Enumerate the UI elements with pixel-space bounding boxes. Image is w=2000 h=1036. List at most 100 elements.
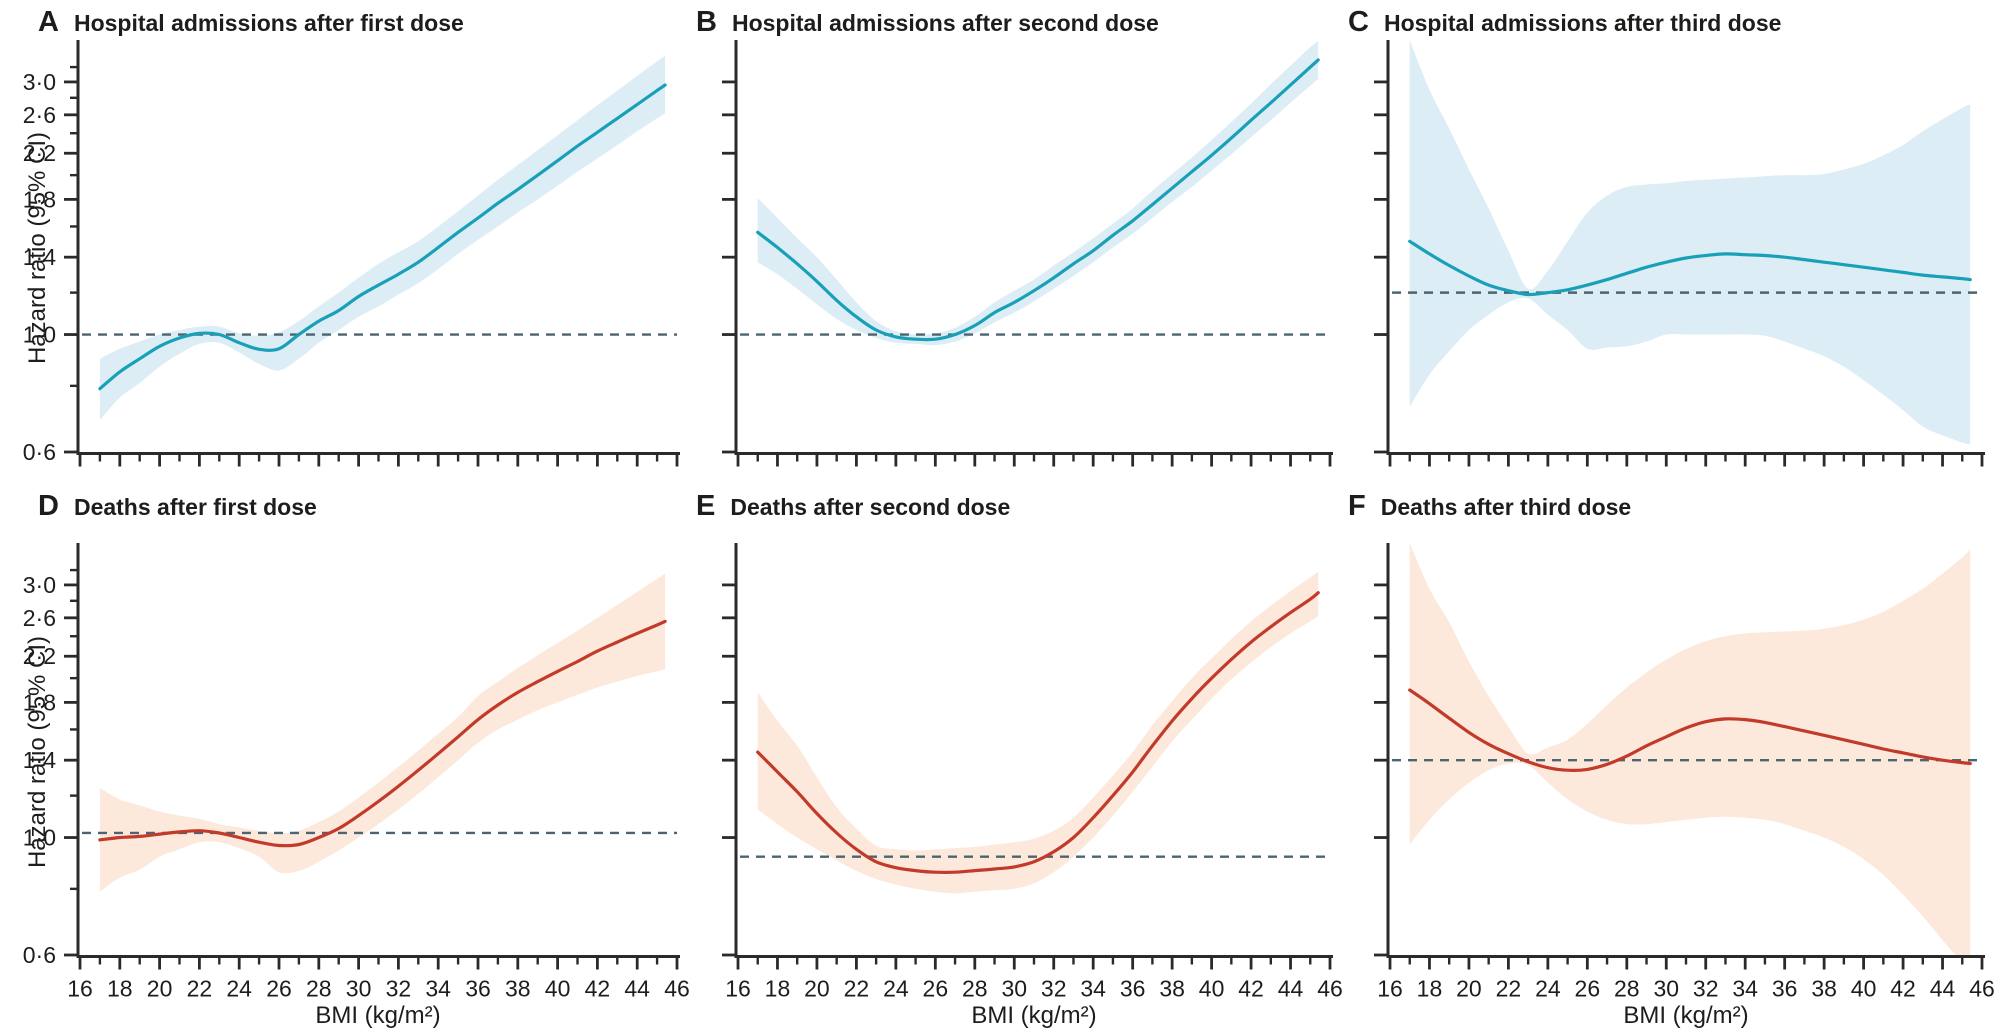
x-tick-label: 24 [226,976,252,1002]
x-tick-label: 18 [1417,976,1443,1002]
x-tick-label: 28 [306,976,332,1002]
y-tick-label: 1·4 [23,747,56,773]
y-tick-label: 1·0 [23,322,56,348]
x-tick-label: 38 [1811,976,1837,1002]
x-tick-label: 46 [664,976,690,1002]
y-tick-label: 0·6 [23,439,56,465]
ci-band [99,55,666,420]
x-tick-label: 16 [725,976,751,1002]
ci-band [1409,40,1971,445]
x-tick-label: 46 [1317,976,1343,1002]
x-tick-label: 24 [1535,976,1561,1002]
x-tick-label: 22 [844,976,870,1002]
y-tick-label: 2·2 [23,643,56,669]
x-tick-label: 44 [624,976,650,1002]
y-tick-label: 2·6 [23,605,56,631]
panel-f-letter: F [1348,490,1366,522]
x-tick-label: 46 [1969,976,1995,1002]
x-tick-label: 32 [1041,976,1067,1002]
y-tick-label: 1·0 [23,825,56,851]
x-tick-label: 40 [1199,976,1225,1002]
x-tick-label: 36 [465,976,491,1002]
y-tick-label: 1·4 [23,244,56,270]
x-tick-label: 34 [1080,976,1106,1002]
x-axis-title-col-1: BMI (kg/m²) [315,1002,441,1029]
y-tick-label: 2·2 [23,140,56,166]
panel-f-title: F Deaths after third dose [1348,490,1631,523]
x-tick-label: 42 [1238,976,1264,1002]
hazard-ratio-curve [756,58,1320,342]
y-axis-title-top-row: Hazard ratio (95% CI) [24,131,51,365]
x-tick-label: 36 [1120,976,1146,1002]
x-tick-label: 36 [1772,976,1798,1002]
x-tick-label: 30 [1653,976,1679,1002]
panel-b-title: B Hospital admissions after second dose [696,6,1159,39]
panel-c-letter: C [1348,6,1369,38]
panel-a-letter: A [38,6,59,38]
ci-band [99,573,666,892]
x-tick-label: 16 [67,976,93,1002]
x-tick-label: 44 [1930,976,1956,1002]
x-tick-label: 32 [1693,976,1719,1002]
x-tick-label: 42 [1890,976,1916,1002]
x-tick-label: 18 [765,976,791,1002]
panel-c-title-text: Hospital admissions after third dose [1383,10,1782,36]
panel-a-title-text: Hospital admissions after first dose [73,10,464,36]
y-axis-title-bottom-row: Hazard ratio (95% CI) [24,635,51,869]
x-axis-title-col-3: BMI (kg/m²) [1623,1002,1749,1029]
x-tick-label: 38 [1159,976,1185,1002]
hazard-ratio-curve [756,591,1320,875]
x-tick-label: 34 [425,976,451,1002]
panel-e-title: E Deaths after second dose [696,490,1010,523]
hazard-ratio-curve [98,619,667,848]
x-tick-label: 28 [962,976,988,1002]
panel-d-letter: D [38,490,59,522]
hazard-ratio-curve [1408,688,1972,772]
x-tick-label: 40 [1851,976,1877,1002]
x-tick-label: 22 [187,976,213,1002]
hazard-ratio-curve [98,83,667,391]
panel-c-title: C Hospital admissions after third dose [1348,6,1781,39]
panel-d-title: D Deaths after first dose [38,490,317,523]
panel-a-title: A Hospital admissions after first dose [38,6,464,39]
y-tick-label: 2·6 [23,102,56,128]
x-tick-label: 18 [107,976,133,1002]
ci-band [757,41,1319,346]
x-tick-label: 38 [505,976,531,1002]
x-tick-label: 40 [545,976,571,1002]
panel-f: 16 18 20 22 24 26 28 30 32 34 36 38 40 42 44 46 [1374,543,1995,1002]
ci-band [757,571,1319,894]
panel-b-title-text: Hospital admissions after second dose [731,10,1159,36]
x-tick-label: 22 [1496,976,1522,1002]
x-tick-label: 44 [1278,976,1304,1002]
ci-band [1409,543,1971,955]
x-tick-label: 32 [386,976,412,1002]
panel-d-title-text: Deaths after first dose [73,494,317,520]
x-tick-label: 20 [1456,976,1482,1002]
x-tick-label: 26 [1575,976,1601,1002]
y-tick-label: 3·0 [23,69,56,95]
panel-e-title-text: Deaths after second dose [730,494,1011,520]
panel-c [1374,40,1985,467]
x-tick-label: 28 [1614,976,1640,1002]
x-tick-label: 26 [266,976,292,1002]
panel-e-letter: E [696,490,716,522]
panel-d: 0·6 1·0 1·4 1·8 2·2 2·6 3·0 16 18 20 22 24 26 28 30 32 3… [23,543,690,1002]
y-tick-label: 0·6 [23,942,56,968]
x-tick-label: 20 [147,976,173,1002]
x-tick-label: 42 [585,976,611,1002]
x-tick-label: 26 [923,976,949,1002]
x-tick-label: 16 [1377,976,1403,1002]
panel-e: 16 18 20 22 24 26 28 30 32 34 36 38 40 42 44 46 [722,543,1343,1002]
x-tick-label: 34 [1732,976,1758,1002]
panel-a: 0·6 1·0 1·4 1·8 2·2 2·6 3·0 [23,40,680,467]
x-axis-title-col-2: BMI (kg/m²) [971,1002,1097,1029]
x-tick-label: 24 [883,976,909,1002]
x-tick-label: 30 [346,976,372,1002]
y-tick-label: 1·8 [23,186,56,212]
panel-b [722,40,1333,467]
x-tick-label: 30 [1001,976,1027,1002]
x-tick-label: 20 [804,976,830,1002]
